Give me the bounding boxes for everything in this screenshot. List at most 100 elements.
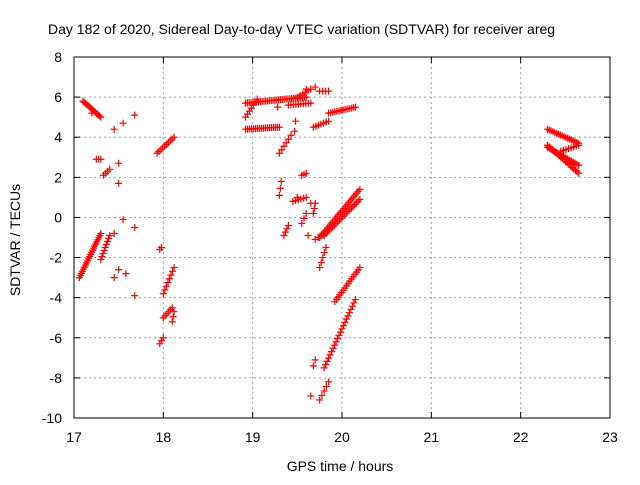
data-point-marker [325,354,333,362]
data-point-marker [291,127,299,135]
data-point-marker [274,103,282,111]
data-point-marker [253,95,261,103]
data-point-marker [98,253,106,261]
data-point-marker [115,266,123,274]
data-point-marker [575,169,583,177]
data-point-marker [304,231,312,239]
data-point-marker [105,235,113,243]
data-point-marker [115,159,123,167]
data-point-marker [307,99,315,107]
data-point-marker [168,318,176,326]
data-point-marker [100,247,108,255]
data-point-marker [322,382,330,390]
y-axis-label: SDTVAR / TECUs [7,184,23,296]
data-point-marker [337,214,345,222]
data-point-marker [338,325,346,333]
data-point-marker [302,169,310,177]
data-point-marker [169,267,177,275]
y-tick-label: -6 [50,330,63,346]
data-point-marker [293,193,301,201]
data-point-marker [97,113,105,121]
data-point-marker [317,259,325,267]
data-point-marker [344,207,352,215]
data-point-marker [319,254,327,262]
data-point-marker [329,223,337,231]
data-point-marker [284,135,292,143]
data-point-marker [570,165,578,173]
x-tick-label: 22 [513,429,529,445]
data-point-marker [119,119,127,127]
data-point-marker [97,229,105,237]
data-point-marker [110,229,118,237]
data-point-marker [97,256,105,264]
data-point-marker [330,221,338,229]
x-tick-label: 17 [66,429,82,445]
data-point-marker [349,202,357,210]
y-tick-label: -2 [50,250,63,266]
data-point-marker [131,223,139,231]
data-point-marker [341,318,349,326]
grid-lines [74,57,610,418]
data-point-marker [320,364,328,372]
y-tick-label: 8 [54,49,62,65]
data-point-marker [292,117,300,125]
data-point-marker [110,125,118,133]
data-point-marker [97,155,105,163]
data-point-marker [331,341,339,349]
x-tick-label: 19 [245,429,261,445]
data-point-marker [101,244,109,252]
data-point-marker [328,348,336,356]
data-point-marker [307,199,315,207]
data-point-marker [347,204,355,212]
data-point-marker [335,331,343,339]
data-point-marker [95,112,103,120]
data-point-marker [334,218,342,226]
data-point-marker [320,387,328,395]
data-point-marker [168,304,176,312]
y-tick-label: -8 [50,370,63,386]
data-point-marker [332,219,340,227]
data-point-marker [287,131,295,139]
y-tick-label: -10 [42,410,62,426]
data-point-marker [159,334,167,342]
data-point-marker [347,305,355,313]
data-point-marker [352,199,360,207]
data-point-marker [170,264,178,272]
y-tick-label: -4 [50,290,63,306]
y-tick-label: 6 [54,89,62,105]
data-point-marker [106,165,114,173]
data-point-marker [110,274,118,282]
plot-frame [73,56,611,419]
data-point-marker [345,309,353,317]
data-point-marker [162,282,170,290]
data-point-marker [309,209,317,217]
data-point-marker [169,313,177,321]
data-point-marker [282,139,290,147]
data-point-marker [327,225,335,233]
x-tick-label: 18 [156,429,172,445]
data-point-marker [302,193,310,201]
data-point-marker [325,87,333,95]
y-tick-label: 2 [54,169,62,185]
data-point-marker [571,166,579,174]
x-tick-label: 20 [334,429,350,445]
data-point-marker [170,308,178,316]
data-point-marker [342,209,350,217]
data-point-marker [320,231,328,239]
data-point-marker [119,215,127,223]
data-point-marker [298,219,306,227]
data-point-marker [302,209,310,217]
data-point-marker [325,226,333,234]
data-point-marker [275,149,283,157]
data-point-marker [325,117,333,125]
data-point-marker [280,142,288,150]
data-point-marker [88,109,96,117]
data-point-marker [309,362,317,370]
data-point-marker [575,141,583,149]
y-tick-label: 4 [54,129,62,145]
data-point-marker [277,177,285,185]
data-point-marker [354,197,362,205]
data-point-marker [300,214,308,222]
data-point-marker [351,103,359,111]
